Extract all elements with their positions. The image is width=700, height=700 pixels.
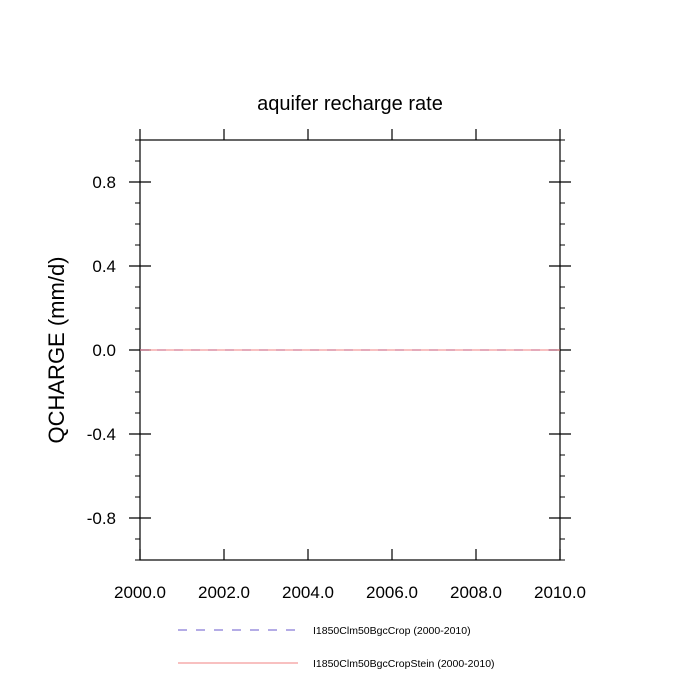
x-tick-label: 2004.0 bbox=[282, 583, 334, 602]
y-tick-label: -0.4 bbox=[87, 425, 116, 444]
y-tick-label: 0.4 bbox=[92, 257, 116, 276]
x-tick-label: 2006.0 bbox=[366, 583, 418, 602]
x-tick-label: 2008.0 bbox=[450, 583, 502, 602]
y-axis-label: QCHARGE (mm/d) bbox=[44, 257, 69, 444]
x-tick-label: 2010.0 bbox=[534, 583, 586, 602]
y-tick-label: 0.0 bbox=[92, 341, 116, 360]
legend-label-1: I1850Clm50BgcCrop (2000-2010) bbox=[313, 625, 471, 637]
y-tick-label: 0.8 bbox=[92, 173, 116, 192]
chart-title: aquifer recharge rate bbox=[257, 93, 443, 115]
legend-label-2: I1850Clm50BgcCropStein (2000-2010) bbox=[313, 658, 495, 670]
x-tick-label: 2002.0 bbox=[198, 583, 250, 602]
legend: I1850Clm50BgcCrop (2000-2010) I1850Clm50B… bbox=[178, 625, 495, 670]
y-tick-label: -0.8 bbox=[87, 509, 116, 528]
x-tick-label: 2000.0 bbox=[114, 583, 166, 602]
plot-area: 2000.0 2002.0 2004.0 2006.0 2008.0 2010.0 -0.8… bbox=[87, 129, 586, 602]
